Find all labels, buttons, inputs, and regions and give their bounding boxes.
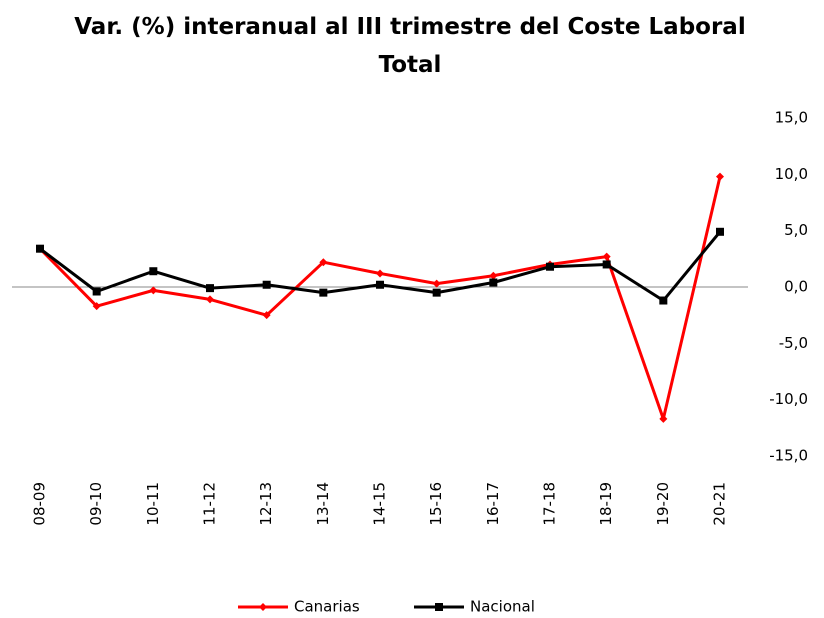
series-line bbox=[38, 176, 722, 421]
x-tick-label: 18-19 bbox=[597, 482, 615, 526]
point bbox=[92, 302, 101, 311]
y-tick-label: 15,0 bbox=[775, 109, 808, 127]
point bbox=[376, 280, 384, 289]
point bbox=[432, 279, 441, 288]
point bbox=[716, 227, 724, 236]
point bbox=[489, 271, 498, 280]
point bbox=[149, 286, 158, 295]
x-tick-label: 09-10 bbox=[87, 482, 105, 526]
point bbox=[36, 244, 44, 253]
point bbox=[659, 296, 668, 305]
point bbox=[716, 172, 724, 181]
x-tick-label: 14-15 bbox=[371, 482, 389, 526]
legend-label: Canarias bbox=[294, 598, 360, 616]
point bbox=[602, 252, 611, 261]
legend-marker bbox=[259, 603, 267, 611]
x-tick-label: 13-14 bbox=[314, 482, 332, 526]
y-tick-label: 0,0 bbox=[784, 278, 808, 296]
point bbox=[602, 260, 611, 269]
point bbox=[206, 284, 214, 293]
y-tick-label: 5,0 bbox=[784, 221, 808, 239]
x-tick-label: 17-18 bbox=[541, 482, 559, 526]
point bbox=[319, 288, 328, 297]
x-tick-label: 11-12 bbox=[201, 482, 219, 526]
point bbox=[489, 278, 498, 287]
point bbox=[659, 414, 668, 423]
point bbox=[376, 269, 384, 278]
x-tick-label: 20-21 bbox=[711, 482, 729, 526]
point bbox=[319, 258, 328, 267]
x-tick-label: 12-13 bbox=[257, 482, 275, 526]
x-tick-label: 19-20 bbox=[654, 482, 672, 526]
legend-marker bbox=[435, 603, 443, 611]
x-tick-label: 16-17 bbox=[484, 482, 502, 526]
x-tick-label: 15-16 bbox=[427, 482, 445, 526]
point bbox=[92, 287, 101, 296]
point bbox=[262, 280, 271, 289]
y-tick-label: -5,0 bbox=[779, 334, 808, 352]
point bbox=[432, 288, 441, 297]
point bbox=[546, 262, 554, 271]
point bbox=[262, 311, 271, 320]
point bbox=[206, 295, 214, 304]
legend-label: Nacional bbox=[470, 598, 535, 616]
x-tick-label: 08-09 bbox=[31, 482, 49, 526]
y-tick-label: 10,0 bbox=[775, 165, 808, 183]
y-tick-label: -15,0 bbox=[769, 447, 808, 465]
chart-title: Var. (%) interanual al III trimestre del… bbox=[74, 14, 746, 78]
point bbox=[149, 267, 158, 276]
x-tick-label: 10-11 bbox=[144, 482, 162, 526]
y-tick-label: -10,0 bbox=[769, 390, 808, 408]
